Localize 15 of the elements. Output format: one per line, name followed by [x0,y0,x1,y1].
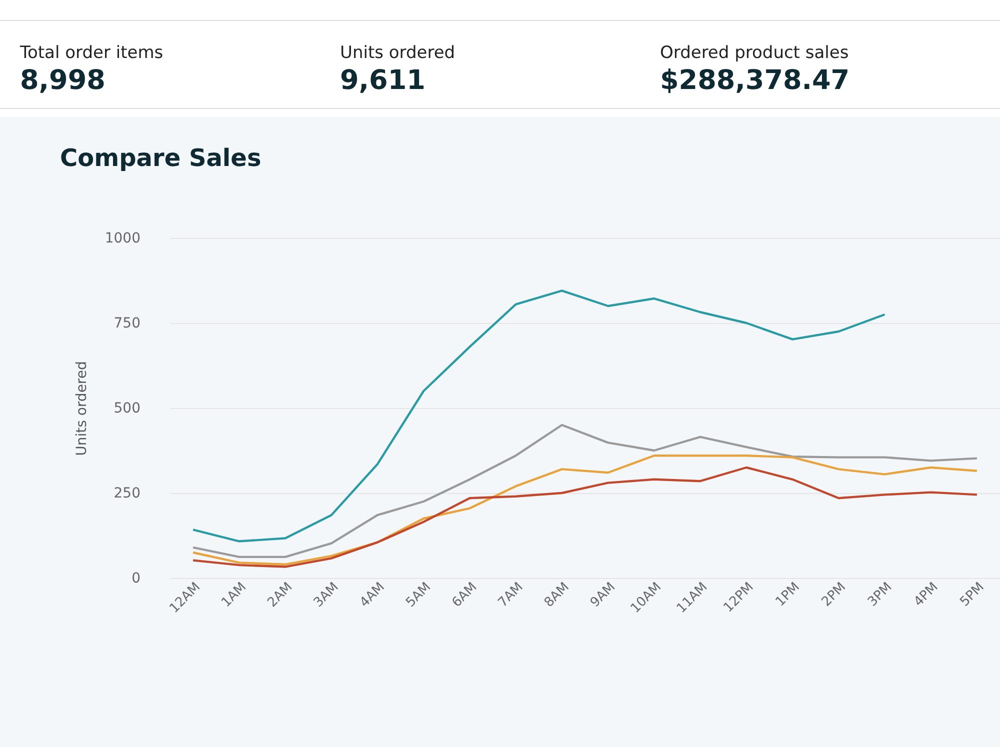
y-tick-label: 750 [114,316,140,332]
chart-title: Compare Sales [60,144,262,172]
y-tick-label: 250 [114,486,140,502]
y-tick-label: 1000 [104,230,140,246]
text: Total order items [20,43,164,63]
y-tick-label: 500 [114,400,140,416]
y-axis-title: Units ordered [74,361,90,456]
text: 9,611 [340,65,426,96]
text: Ordered product sales [660,43,850,63]
text: 8,998 [20,65,106,96]
y-tick-label: 0 [132,570,140,586]
text: Units ordered [340,43,456,63]
line-series [192,290,886,542]
line-series [192,424,978,558]
text: $288,378.47 [660,65,851,96]
